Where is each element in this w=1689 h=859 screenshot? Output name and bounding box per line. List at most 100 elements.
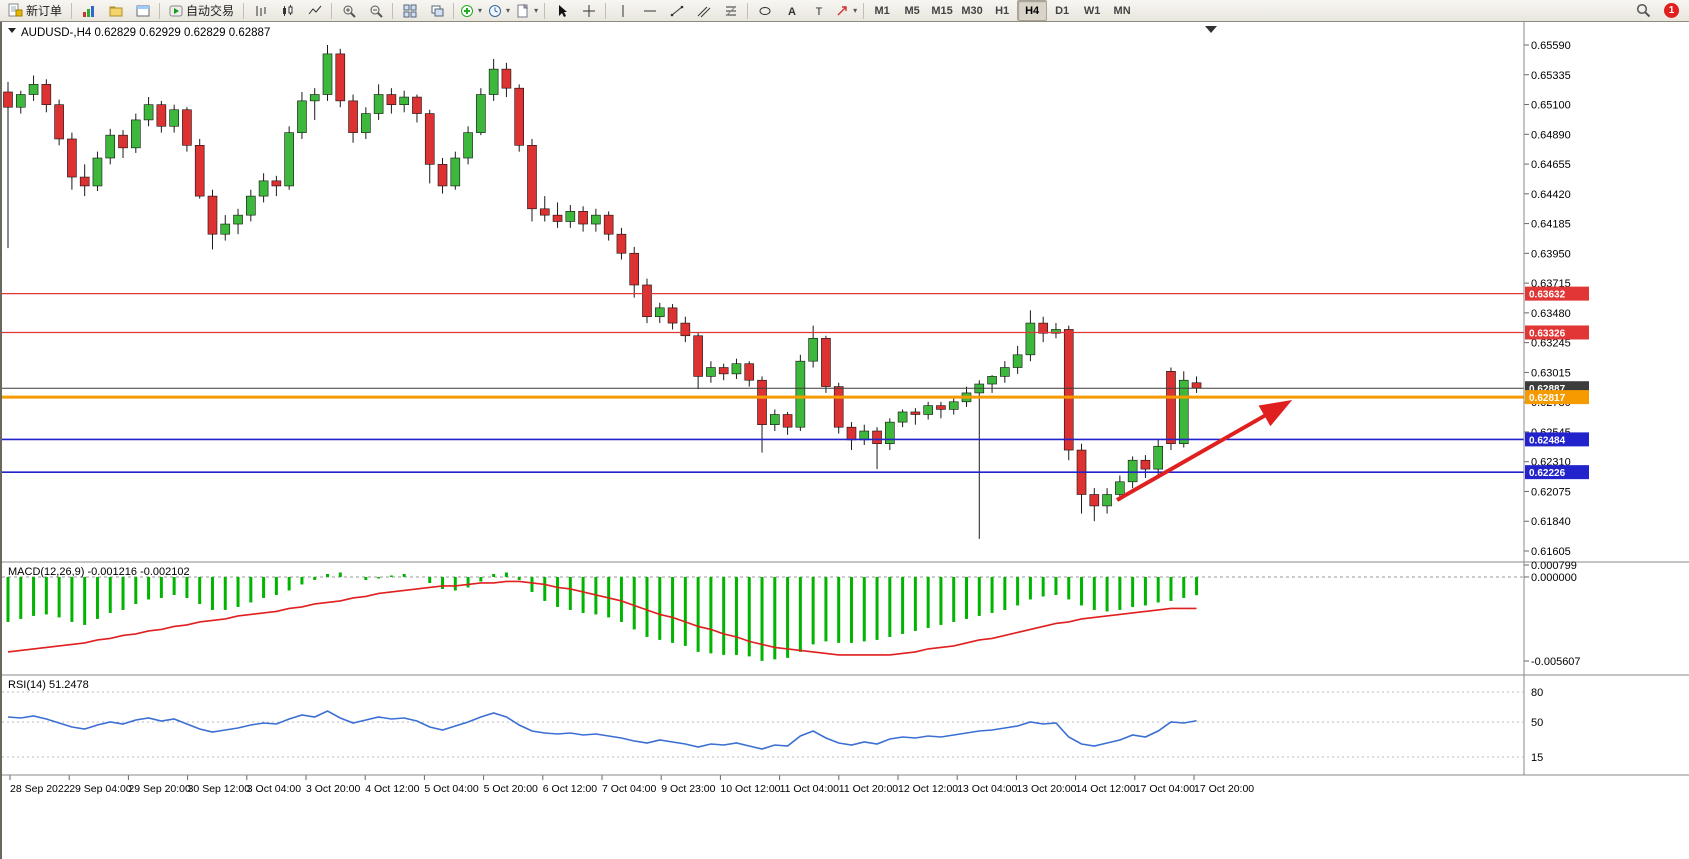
svg-text:0.63015: 0.63015: [1531, 367, 1571, 379]
svg-text:13 Oct 20:00: 13 Oct 20:00: [1016, 783, 1076, 795]
support-line-blue-upper-tag: [1525, 432, 1589, 447]
svg-text:10 Oct 12:00: 10 Oct 12:00: [720, 783, 780, 795]
crosshair-icon: [582, 4, 596, 18]
support-line-blue-lower-tag: [1525, 465, 1589, 480]
new-chart-icon[interactable]: [75, 0, 102, 21]
svg-text:13 Oct 04:00: 13 Oct 04:00: [957, 783, 1017, 795]
toolbar-right: 1: [1630, 0, 1687, 21]
search-icon[interactable]: [1630, 0, 1657, 21]
line-chart-icon: [308, 4, 322, 18]
svg-text:17 Oct 04:00: 17 Oct 04:00: [1135, 783, 1195, 795]
svg-text:50: 50: [1531, 717, 1543, 729]
label-icon[interactable]: T: [805, 0, 832, 21]
crosshair-icon[interactable]: [575, 0, 602, 21]
channel-icon: [697, 4, 711, 18]
profiles-icon: [109, 4, 123, 18]
svg-text:0.64655: 0.64655: [1531, 159, 1571, 171]
horizontal-line-icon[interactable]: [636, 0, 663, 21]
indicators-icon[interactable]: ▾: [457, 0, 485, 21]
timeframe-m15[interactable]: M15: [931, 4, 953, 17]
svg-text:0.64420: 0.64420: [1531, 189, 1571, 201]
toolbar-separator: [453, 2, 455, 19]
svg-text:0.65335: 0.65335: [1531, 70, 1571, 82]
periods-icon[interactable]: ▾: [485, 0, 513, 21]
data-window-icon: [136, 4, 150, 18]
candlestick-chart-icon: [281, 4, 295, 18]
svg-text:0.000799: 0.000799: [1531, 560, 1577, 572]
svg-text:15: 15: [1531, 752, 1543, 764]
data-window-icon[interactable]: [129, 0, 156, 21]
chart-shift-marker[interactable]: [1205, 26, 1217, 33]
templates-icon: [516, 3, 530, 18]
profiles-icon[interactable]: [102, 0, 129, 21]
tile-windows-icon[interactable]: [396, 0, 423, 21]
toolbar-separator: [331, 2, 333, 19]
candles[interactable]: [3, 45, 1202, 539]
svg-text:29 Sep 20:00: 29 Sep 20:00: [128, 783, 191, 795]
svg-text:12 Oct 12:00: 12 Oct 12:00: [898, 783, 958, 795]
zoom-out-icon[interactable]: [362, 0, 389, 21]
bar-chart-icon[interactable]: [247, 0, 274, 21]
arrows-icon: [835, 4, 849, 18]
trend-arrow-object[interactable]: [1116, 400, 1293, 502]
vertical-line-icon: [616, 4, 630, 18]
shapes-icon[interactable]: [751, 0, 778, 21]
timeframe-mn[interactable]: MN: [1113, 4, 1131, 17]
fibonacci-icon[interactable]: [717, 0, 744, 21]
channel-icon[interactable]: [690, 0, 717, 21]
svg-text:0.000000: 0.000000: [1531, 572, 1577, 584]
chevron-down-icon: ▾: [478, 6, 483, 15]
svg-text:30 Sep 12:00: 30 Sep 12:00: [188, 783, 251, 795]
chevron-down-icon: ▾: [853, 6, 858, 15]
svg-text:0.64185: 0.64185: [1531, 219, 1571, 231]
svg-text:80: 80: [1531, 687, 1543, 699]
toolbar-separator: [71, 2, 73, 19]
svg-text:0.63245: 0.63245: [1531, 338, 1571, 350]
notification-badge[interactable]: 1: [1664, 3, 1679, 18]
timeframe-w1[interactable]: W1: [1083, 4, 1101, 17]
chart-canvas[interactable]: 0.65590 0.65335 0.65100 0.64890 0.64655 0.644…: [2, 22, 1689, 859]
trendline-icon[interactable]: [663, 0, 690, 21]
timeframe-m30[interactable]: M30: [961, 4, 983, 17]
svg-text:0.63326: 0.63326: [1529, 328, 1566, 339]
collapse-icon[interactable]: [8, 28, 16, 33]
chart-render[interactable]: 0.65590 0.65335 0.65100 0.64890 0.64655 0.644…: [2, 22, 1689, 795]
toolbar-separator: [544, 2, 546, 19]
vertical-line-icon[interactable]: [609, 0, 636, 21]
auto-arrange-icon[interactable]: [423, 0, 450, 21]
tile-windows-icon: [403, 4, 417, 18]
timeframe-h4[interactable]: H4: [1017, 0, 1048, 21]
toolbar-separator: [159, 2, 161, 19]
candlestick-chart-icon[interactable]: [274, 0, 301, 21]
svg-text:-0.005607: -0.005607: [1531, 656, 1581, 668]
rsi-label: RSI(14) 51.2478: [8, 679, 89, 691]
chart-window[interactable]: 0.65590 0.65335 0.65100 0.64890 0.64655 0.644…: [0, 22, 1689, 859]
text-icon[interactable]: A: [778, 0, 805, 21]
cursor-icon[interactable]: [548, 0, 575, 21]
text-icon: A: [785, 4, 799, 18]
autotrading-button[interactable]: 自动交易: [163, 0, 240, 21]
fibonacci-icon: [724, 4, 738, 18]
bar-chart-icon: [254, 4, 268, 18]
macd-label: MACD(12,26,9) -0.001216 -0.002102: [8, 566, 190, 578]
support-line-orange-tag: [1525, 390, 1589, 405]
timeframe-m1[interactable]: M1: [874, 4, 890, 17]
svg-text:4 Oct 12:00: 4 Oct 12:00: [365, 783, 419, 795]
svg-text:0.61840: 0.61840: [1531, 516, 1571, 528]
zoom-in-icon[interactable]: [335, 0, 362, 21]
periods-icon: [488, 4, 502, 18]
new-chart-icon: [82, 4, 96, 18]
timeframe-m5[interactable]: M5: [904, 4, 920, 17]
timeframe-d1[interactable]: D1: [1055, 4, 1070, 17]
trendline-icon: [670, 4, 684, 18]
svg-text:3 Oct 20:00: 3 Oct 20:00: [306, 783, 360, 795]
line-chart-icon[interactable]: [301, 0, 328, 21]
autotrading-icon: [169, 4, 183, 18]
arrows-icon[interactable]: ▾: [832, 0, 860, 21]
new-order-button[interactable]: 新订单: [2, 0, 68, 21]
svg-text:28 Sep 2022: 28 Sep 2022: [10, 783, 70, 795]
svg-text:0.62226: 0.62226: [1529, 468, 1566, 479]
timeframe-h1[interactable]: H1: [995, 4, 1010, 17]
templates-icon[interactable]: ▾: [513, 0, 541, 21]
